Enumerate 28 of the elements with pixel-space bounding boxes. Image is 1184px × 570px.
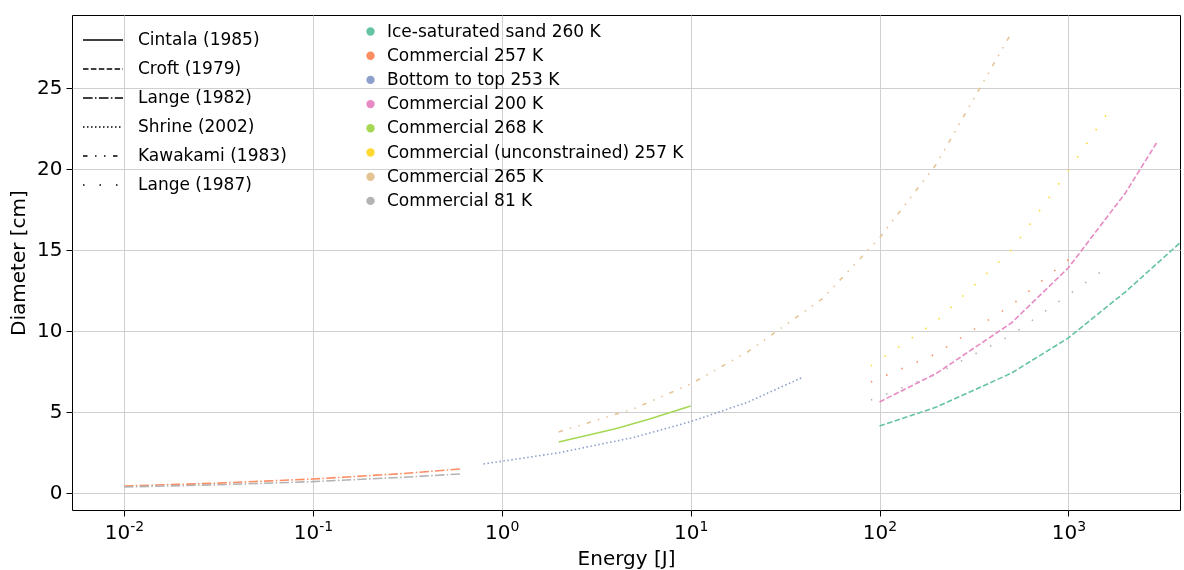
x-tick-label: 10$^{1}$ xyxy=(673,517,709,544)
x-tick-label: 10$^{-2}$ xyxy=(104,517,145,544)
legend-label: Commercial 268 K xyxy=(387,117,544,138)
legend-label: Commercial 265 K xyxy=(387,165,544,186)
y-tick-label: 15 xyxy=(37,237,63,262)
legend-label: Kawakami (1983) xyxy=(138,145,287,165)
y-axis-title: Diameter [cm] xyxy=(6,190,31,336)
legend-label: Lange (1982) xyxy=(138,87,252,107)
legend-label: Shrine (2002) xyxy=(138,116,255,136)
legend-label: Commercial 81 K xyxy=(387,189,534,210)
legend-label: Bottom to top 253 K xyxy=(387,68,561,89)
legend-label: Cintala (1985) xyxy=(138,29,260,49)
y-tick-label: 25 xyxy=(37,75,63,100)
y-tick-label: 5 xyxy=(49,399,63,424)
legend-label: Commercial (unconstrained) 257 K xyxy=(387,141,685,162)
legend-label: Commercial 257 K xyxy=(387,44,544,65)
y-tick-label: 0 xyxy=(49,480,63,505)
y-tick-label: 20 xyxy=(37,156,63,181)
y-tick-label: 10 xyxy=(37,318,63,343)
legend-label: Croft (1979) xyxy=(138,58,242,78)
legend-label: Ice-saturated sand 260 K xyxy=(387,20,602,41)
legend-label: Lange (1987) xyxy=(138,174,252,194)
x-tick-label: 10$^{3}$ xyxy=(1051,517,1087,544)
x-axis-title: Energy [J] xyxy=(577,545,676,570)
x-tick-label: 10$^{2}$ xyxy=(862,517,898,544)
x-tick-label: 10$^{-1}$ xyxy=(293,517,334,544)
legend-label: Commercial 200 K xyxy=(387,93,544,114)
x-tick-label: 10$^{0}$ xyxy=(485,517,520,544)
